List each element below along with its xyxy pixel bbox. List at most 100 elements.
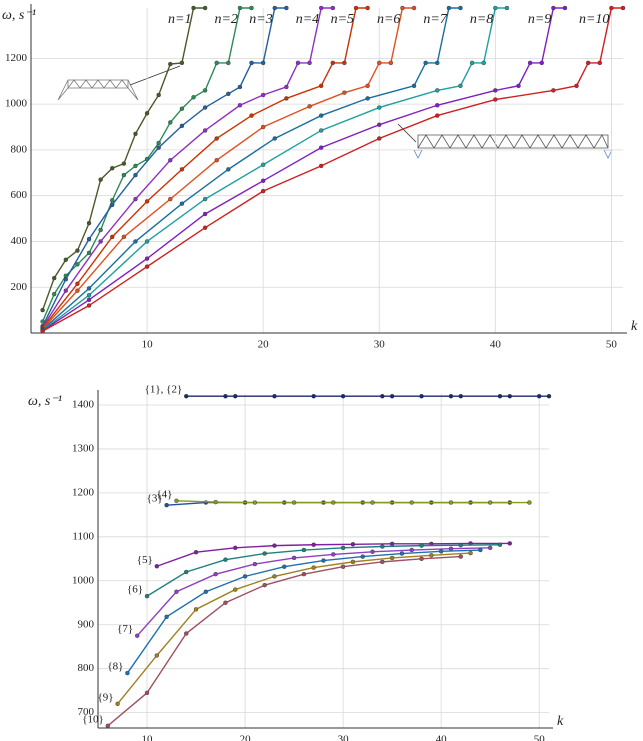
y-tick-label: 800 <box>11 143 28 155</box>
data-point <box>193 607 199 612</box>
data-point <box>110 202 115 208</box>
data-point <box>213 571 218 577</box>
data-point <box>340 545 346 551</box>
data-point <box>63 277 69 282</box>
data-point <box>507 541 512 546</box>
data-point <box>497 542 503 547</box>
data-point <box>202 128 208 133</box>
data-point <box>262 582 267 588</box>
data-point <box>380 393 385 399</box>
y-axis-label: ω, s⁻¹ <box>2 8 36 23</box>
y-tick-label: 1200 <box>72 486 95 498</box>
data-point <box>493 88 498 93</box>
data-point <box>144 264 150 269</box>
data-point <box>237 5 243 11</box>
data-point <box>272 5 277 11</box>
data-point <box>360 554 365 559</box>
data-point <box>388 60 394 66</box>
data-point <box>272 574 277 579</box>
truss-icon-small <box>57 65 181 101</box>
y-tick-label: 200 <box>11 281 28 293</box>
series-label: {5} <box>137 554 153 566</box>
data-point <box>400 5 405 11</box>
series-line <box>126 549 481 674</box>
data-point <box>75 248 80 253</box>
data-point <box>202 196 208 202</box>
series-line <box>176 500 530 504</box>
data-point <box>574 83 579 89</box>
data-point <box>156 140 161 146</box>
series-label: n=2 <box>214 12 237 27</box>
data-point <box>377 105 382 110</box>
data-point <box>86 286 92 291</box>
truss-icon-large <box>397 123 613 159</box>
series-line <box>146 544 500 597</box>
y-axis-label: ω, s⁻¹ <box>28 394 62 409</box>
data-point <box>438 549 444 554</box>
data-point <box>389 541 395 547</box>
data-point <box>350 542 356 547</box>
data-point <box>597 60 602 66</box>
series-line <box>42 7 333 328</box>
data-point <box>226 167 231 172</box>
data-point <box>144 199 150 204</box>
data-point <box>468 550 473 556</box>
data-point <box>377 122 382 127</box>
data-point <box>110 234 115 240</box>
data-point <box>478 547 483 553</box>
series-line <box>107 555 461 727</box>
data-point <box>620 5 626 11</box>
data-point <box>260 124 266 130</box>
data-point <box>272 393 277 399</box>
data-point <box>193 550 199 555</box>
data-point <box>52 275 57 281</box>
data-point <box>202 225 208 230</box>
data-point <box>86 236 92 242</box>
data-point <box>446 5 452 11</box>
data-point <box>179 167 185 172</box>
data-point <box>321 558 326 563</box>
data-point <box>191 5 196 11</box>
data-point <box>154 653 160 658</box>
data-point <box>40 328 45 334</box>
data-point <box>377 60 382 66</box>
data-point <box>63 288 69 293</box>
x-tick-label: 50 <box>534 734 546 741</box>
data-point <box>585 60 591 66</box>
data-point <box>301 547 307 553</box>
data-point <box>226 60 231 66</box>
data-point <box>86 220 92 226</box>
data-point <box>380 559 385 565</box>
data-point <box>164 614 169 620</box>
data-point <box>168 158 173 163</box>
data-point <box>291 500 297 505</box>
series-label: n=9 <box>528 12 551 27</box>
data-point <box>98 227 103 233</box>
data-point <box>86 293 92 298</box>
data-point <box>202 5 208 11</box>
data-point <box>481 60 486 66</box>
x-tick-label: 50 <box>606 339 618 351</box>
series-line <box>136 547 491 637</box>
data-point <box>284 84 289 90</box>
data-point <box>318 83 324 89</box>
data-point <box>409 547 414 553</box>
data-point <box>133 172 138 178</box>
data-point <box>284 5 289 11</box>
x-tick-label: 30 <box>338 734 350 741</box>
data-point <box>75 262 80 267</box>
data-point <box>493 5 498 11</box>
y-tick-label: 1200 <box>5 52 28 64</box>
data-point <box>423 60 428 66</box>
data-point <box>458 5 463 11</box>
data-point <box>226 91 231 97</box>
data-point <box>191 95 196 100</box>
data-point <box>164 502 169 508</box>
series-label: {9} <box>98 691 114 703</box>
data-point <box>435 88 440 93</box>
data-point <box>291 555 297 561</box>
series-label: n=10 <box>579 12 609 27</box>
data-point <box>311 393 316 399</box>
series-label: {3} <box>147 493 163 505</box>
